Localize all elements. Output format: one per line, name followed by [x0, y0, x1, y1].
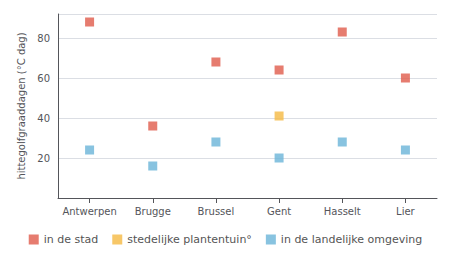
svg-text:60: 60	[37, 73, 50, 84]
svg-text:20: 20	[37, 153, 50, 164]
svg-text:Lier: Lier	[396, 206, 416, 217]
svg-text:in de landelijke omgeving: in de landelijke omgeving	[281, 233, 422, 246]
svg-text:Gent: Gent	[267, 206, 291, 217]
svg-text:40: 40	[37, 113, 50, 124]
svg-text:Antwerpen: Antwerpen	[62, 206, 116, 217]
svg-text:80: 80	[37, 33, 50, 44]
svg-text:Brugge: Brugge	[135, 206, 171, 217]
svg-text:Brussel: Brussel	[198, 206, 235, 217]
svg-text:hittegolfgraaddagen (°C dag): hittegolfgraaddagen (°C dag)	[16, 32, 27, 179]
svg-text:Hasselt: Hasselt	[324, 206, 361, 217]
svg-text:stedelijke plantentuin°: stedelijke plantentuin°	[127, 233, 252, 246]
svg-text:in de stad: in de stad	[44, 233, 99, 246]
